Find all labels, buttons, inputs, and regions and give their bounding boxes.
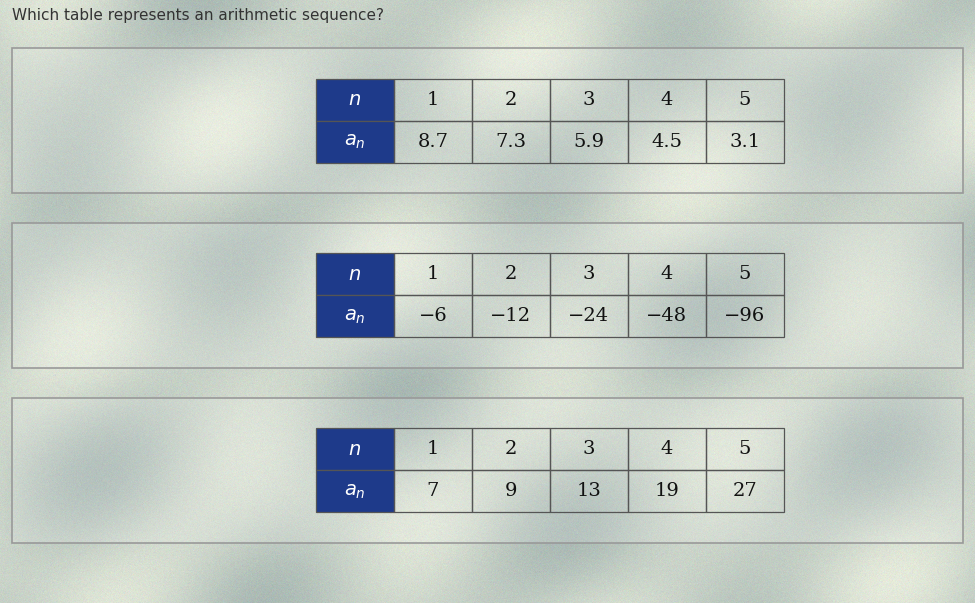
- Bar: [706, 253, 784, 295]
- Text: 7.3: 7.3: [495, 133, 526, 151]
- Text: 3: 3: [583, 440, 596, 458]
- Bar: [316, 470, 394, 513]
- Text: 8.7: 8.7: [417, 133, 449, 151]
- Bar: [472, 253, 550, 295]
- Text: 2: 2: [505, 440, 517, 458]
- Bar: [472, 428, 550, 470]
- Bar: [472, 78, 550, 121]
- Text: Which table represents an arithmetic sequence?: Which table represents an arithmetic seq…: [12, 8, 384, 23]
- Text: 3: 3: [583, 265, 596, 283]
- Text: 5: 5: [739, 265, 751, 283]
- Bar: [628, 295, 706, 338]
- Bar: [628, 428, 706, 470]
- Text: 4: 4: [661, 440, 673, 458]
- Text: 3.1: 3.1: [729, 133, 760, 151]
- Bar: [550, 78, 628, 121]
- Bar: [394, 470, 472, 513]
- Bar: [316, 78, 394, 121]
- Text: 4: 4: [661, 90, 673, 109]
- Bar: [550, 121, 628, 163]
- Bar: [550, 253, 628, 295]
- Text: 2: 2: [505, 90, 517, 109]
- Text: −24: −24: [568, 308, 609, 326]
- Text: 27: 27: [732, 482, 758, 500]
- Text: 4: 4: [661, 265, 673, 283]
- Text: $\mathit{a}_{\mathit{n}}$: $\mathit{a}_{\mathit{n}}$: [344, 132, 366, 151]
- Text: 5.9: 5.9: [573, 133, 604, 151]
- Bar: [394, 295, 472, 338]
- Bar: [706, 428, 784, 470]
- Bar: [472, 121, 550, 163]
- Text: $\mathit{n}$: $\mathit{n}$: [348, 90, 362, 109]
- Bar: [628, 121, 706, 163]
- Bar: [472, 470, 550, 513]
- Text: 4.5: 4.5: [651, 133, 682, 151]
- Bar: [472, 295, 550, 338]
- Text: 1: 1: [427, 440, 439, 458]
- Text: −96: −96: [724, 308, 765, 326]
- Bar: [316, 428, 394, 470]
- Text: $\mathit{n}$: $\mathit{n}$: [348, 265, 362, 284]
- Bar: [394, 428, 472, 470]
- Bar: [628, 78, 706, 121]
- Text: $\mathit{a}_{\mathit{n}}$: $\mathit{a}_{\mathit{n}}$: [344, 482, 366, 501]
- Bar: [706, 78, 784, 121]
- Text: 3: 3: [583, 90, 596, 109]
- Bar: [628, 470, 706, 513]
- Text: −12: −12: [490, 308, 531, 326]
- Text: 1: 1: [427, 90, 439, 109]
- Text: 13: 13: [576, 482, 602, 500]
- Bar: [316, 121, 394, 163]
- Bar: [706, 470, 784, 513]
- Text: −6: −6: [418, 308, 448, 326]
- Text: 1: 1: [427, 265, 439, 283]
- Bar: [628, 253, 706, 295]
- Bar: [706, 121, 784, 163]
- Bar: [316, 295, 394, 338]
- FancyBboxPatch shape: [12, 398, 963, 543]
- Bar: [550, 470, 628, 513]
- FancyBboxPatch shape: [12, 223, 963, 368]
- Text: $\mathit{a}_{\mathit{n}}$: $\mathit{a}_{\mathit{n}}$: [344, 307, 366, 326]
- Text: 19: 19: [654, 482, 680, 500]
- Bar: [550, 428, 628, 470]
- Text: 5: 5: [739, 90, 751, 109]
- FancyBboxPatch shape: [12, 48, 963, 193]
- Text: $\mathit{n}$: $\mathit{n}$: [348, 440, 362, 459]
- Bar: [394, 253, 472, 295]
- Text: 5: 5: [739, 440, 751, 458]
- Bar: [706, 295, 784, 338]
- Text: 9: 9: [505, 482, 518, 500]
- Bar: [394, 78, 472, 121]
- Bar: [550, 295, 628, 338]
- Bar: [394, 121, 472, 163]
- Text: −48: −48: [646, 308, 687, 326]
- Text: 7: 7: [427, 482, 439, 500]
- Text: 2: 2: [505, 265, 517, 283]
- Bar: [316, 253, 394, 295]
